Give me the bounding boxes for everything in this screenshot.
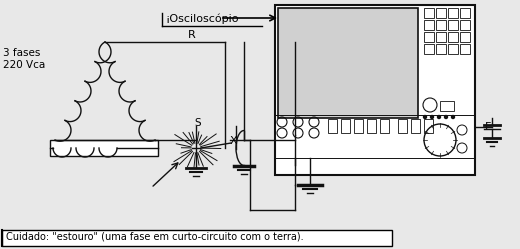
Bar: [436, 32, 446, 42]
Bar: [424, 32, 434, 42]
Text: X: X: [229, 136, 237, 146]
Bar: [424, 8, 434, 18]
Text: F: F: [485, 122, 491, 132]
Circle shape: [445, 116, 448, 119]
Bar: [424, 20, 434, 30]
Text: Cuidado: "estouro" (uma fase em curto-circuito com o terra).: Cuidado: "estouro" (uma fase em curto-ci…: [6, 231, 304, 241]
Bar: [424, 44, 434, 54]
Text: S: S: [194, 118, 201, 128]
Bar: [398, 119, 407, 133]
Bar: [367, 119, 376, 133]
Bar: [460, 32, 470, 42]
Bar: [460, 8, 470, 18]
Bar: [436, 20, 446, 30]
Bar: [278, 8, 418, 118]
Text: R: R: [188, 30, 196, 40]
Bar: [460, 20, 470, 30]
Bar: [424, 119, 433, 133]
Bar: [460, 44, 470, 54]
Circle shape: [437, 116, 440, 119]
Bar: [341, 119, 350, 133]
Bar: [448, 32, 458, 42]
Circle shape: [423, 116, 426, 119]
Bar: [380, 119, 389, 133]
Bar: [440, 101, 454, 111]
Bar: [2, 230, 392, 246]
Circle shape: [451, 116, 454, 119]
Circle shape: [431, 116, 434, 119]
Bar: [448, 44, 458, 54]
Bar: [411, 119, 420, 133]
Bar: [448, 8, 458, 18]
Bar: [50, 140, 158, 156]
Bar: [448, 20, 458, 30]
Bar: [328, 119, 337, 133]
Bar: [275, 5, 475, 175]
Bar: [436, 8, 446, 18]
Text: 3 fases
220 Vca: 3 fases 220 Vca: [3, 48, 45, 70]
Bar: [436, 44, 446, 54]
Bar: [354, 119, 363, 133]
Text: ¡Osciloscópio: ¡Osciloscópio: [165, 13, 239, 23]
